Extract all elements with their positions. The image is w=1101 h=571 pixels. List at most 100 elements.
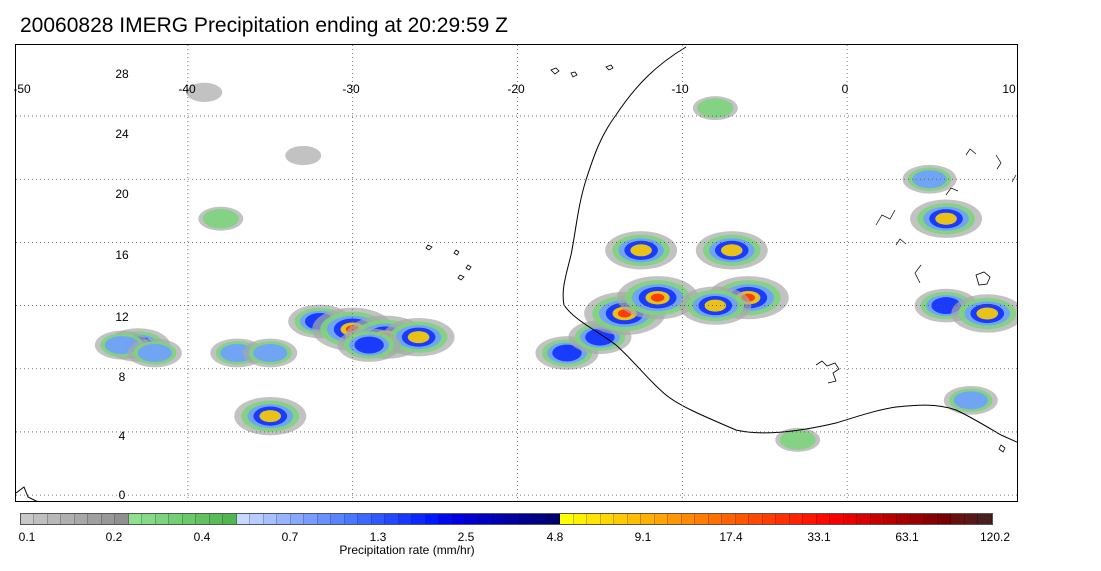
precip-ring [202, 208, 239, 229]
colorbar-swatch [344, 514, 359, 524]
lat-label: 12 [115, 310, 129, 324]
precip-ring [697, 98, 734, 118]
lon-label: 10 [1002, 82, 1016, 96]
colorbar-swatch [465, 514, 480, 524]
precipitation-colorbar [20, 513, 993, 525]
colorbar-title: Precipitation rate (mm/hr) [339, 543, 475, 557]
colorbar-swatch [789, 514, 804, 524]
colorbar-tick-label: 0.1 [18, 530, 36, 544]
precip-ring [253, 343, 288, 362]
colorbar-swatch [816, 514, 831, 524]
precip-cell [285, 145, 322, 166]
colorbar-swatch [101, 514, 116, 524]
precip-ring [285, 145, 322, 166]
precip-cell [337, 328, 401, 362]
colorbar-swatch [924, 514, 938, 524]
colorbar-swatch [331, 514, 345, 524]
colorbar-tick-label: 4.8 [546, 530, 564, 544]
colorbar-swatch [749, 514, 763, 524]
colorbar-swatch [884, 514, 898, 524]
precip-cell [382, 317, 455, 357]
cape-verde-islands [425, 244, 472, 281]
colorbar-swatch [155, 514, 170, 524]
precipitation-map [15, 44, 1018, 502]
precip-cell [910, 199, 983, 238]
map-title: 20060828 IMERG Precipitation ending at 2… [20, 14, 508, 37]
precip-ring [953, 391, 988, 410]
precip-cell [127, 338, 182, 368]
sahara-wadis [875, 148, 1017, 284]
colorbar-swatch [61, 514, 75, 524]
colorbar-swatch [196, 514, 210, 524]
colorbar-swatch [897, 514, 911, 524]
map-canvas [16, 45, 1017, 501]
precip-cell [775, 427, 821, 452]
precip-ring [720, 244, 743, 257]
lon-label: -30 [342, 82, 360, 96]
precip-ring [976, 307, 999, 320]
colorbar-swatch [115, 514, 129, 524]
colorbar-swatch [223, 514, 237, 524]
colorbar-swatch [600, 514, 615, 524]
precip-ring [552, 344, 582, 362]
precip-cell [943, 385, 998, 415]
colorbar-tick-label: 9.1 [634, 530, 652, 544]
colorbar-swatch [627, 514, 642, 524]
colorbar-swatch [34, 514, 48, 524]
colorbar-swatch [681, 514, 696, 524]
colorbar-swatch [425, 514, 440, 524]
colorbar-swatch [358, 514, 372, 524]
colorbar-swatch [546, 514, 561, 524]
colorbar-tick-label: 2.5 [457, 530, 475, 544]
lake-chad [975, 271, 991, 286]
colorbar-swatch [587, 514, 601, 524]
colorbar-tick-label: 120.2 [979, 530, 1011, 544]
lat-label: 20 [115, 187, 129, 201]
colorbar-swatch [951, 514, 965, 524]
colorbar-swatch [492, 514, 507, 524]
colorbar-swatch [385, 514, 399, 524]
lon-label: -20 [507, 82, 525, 96]
africa-coastline [562, 46, 1017, 443]
precip-cell [617, 276, 699, 320]
colorbar-tick-label: 17.4 [719, 530, 743, 544]
precip-ring [650, 293, 665, 302]
lat-label: 8 [118, 370, 126, 384]
precip-cell [605, 231, 678, 270]
precip-cell [198, 206, 244, 231]
lat-label: 24 [115, 127, 129, 141]
precip-ring [630, 244, 652, 257]
colorbar-swatch [614, 514, 628, 524]
lat-label: 4 [118, 429, 126, 443]
colorbar-swatch [735, 514, 750, 524]
colorbar-swatch [142, 514, 156, 524]
colorbar-swatch [304, 514, 318, 524]
colorbar-swatch [654, 514, 669, 524]
colorbar-swatch [708, 514, 723, 524]
colorbar-swatch [452, 514, 466, 524]
colorbar-swatch [263, 514, 278, 524]
colorbar-swatch [937, 514, 952, 524]
colorbar-swatch [506, 514, 520, 524]
precip-ring [137, 343, 172, 362]
canary-islands [550, 64, 614, 78]
colorbar-swatch [843, 514, 858, 524]
bioko-island [998, 444, 1006, 453]
colorbar-tick-label: 0.2 [105, 530, 123, 544]
precip-ring [354, 336, 384, 354]
colorbar-swatch [290, 514, 305, 524]
colorbar-swatch [209, 514, 224, 524]
precip-cell [234, 396, 307, 436]
colorbar-tick-label: 33.1 [807, 530, 831, 544]
colorbar-swatch [21, 514, 35, 524]
colorbar-swatch [870, 514, 884, 524]
precip-ring [186, 82, 223, 102]
colorbar-swatch [560, 514, 574, 524]
brazil-coast [16, 486, 39, 501]
colorbar-swatch [182, 514, 197, 524]
precip-cell [186, 82, 223, 102]
precip-ring [779, 430, 816, 450]
colorbar-swatch [762, 514, 777, 524]
colorbar-swatch [236, 514, 251, 524]
precip-cell [692, 96, 738, 121]
